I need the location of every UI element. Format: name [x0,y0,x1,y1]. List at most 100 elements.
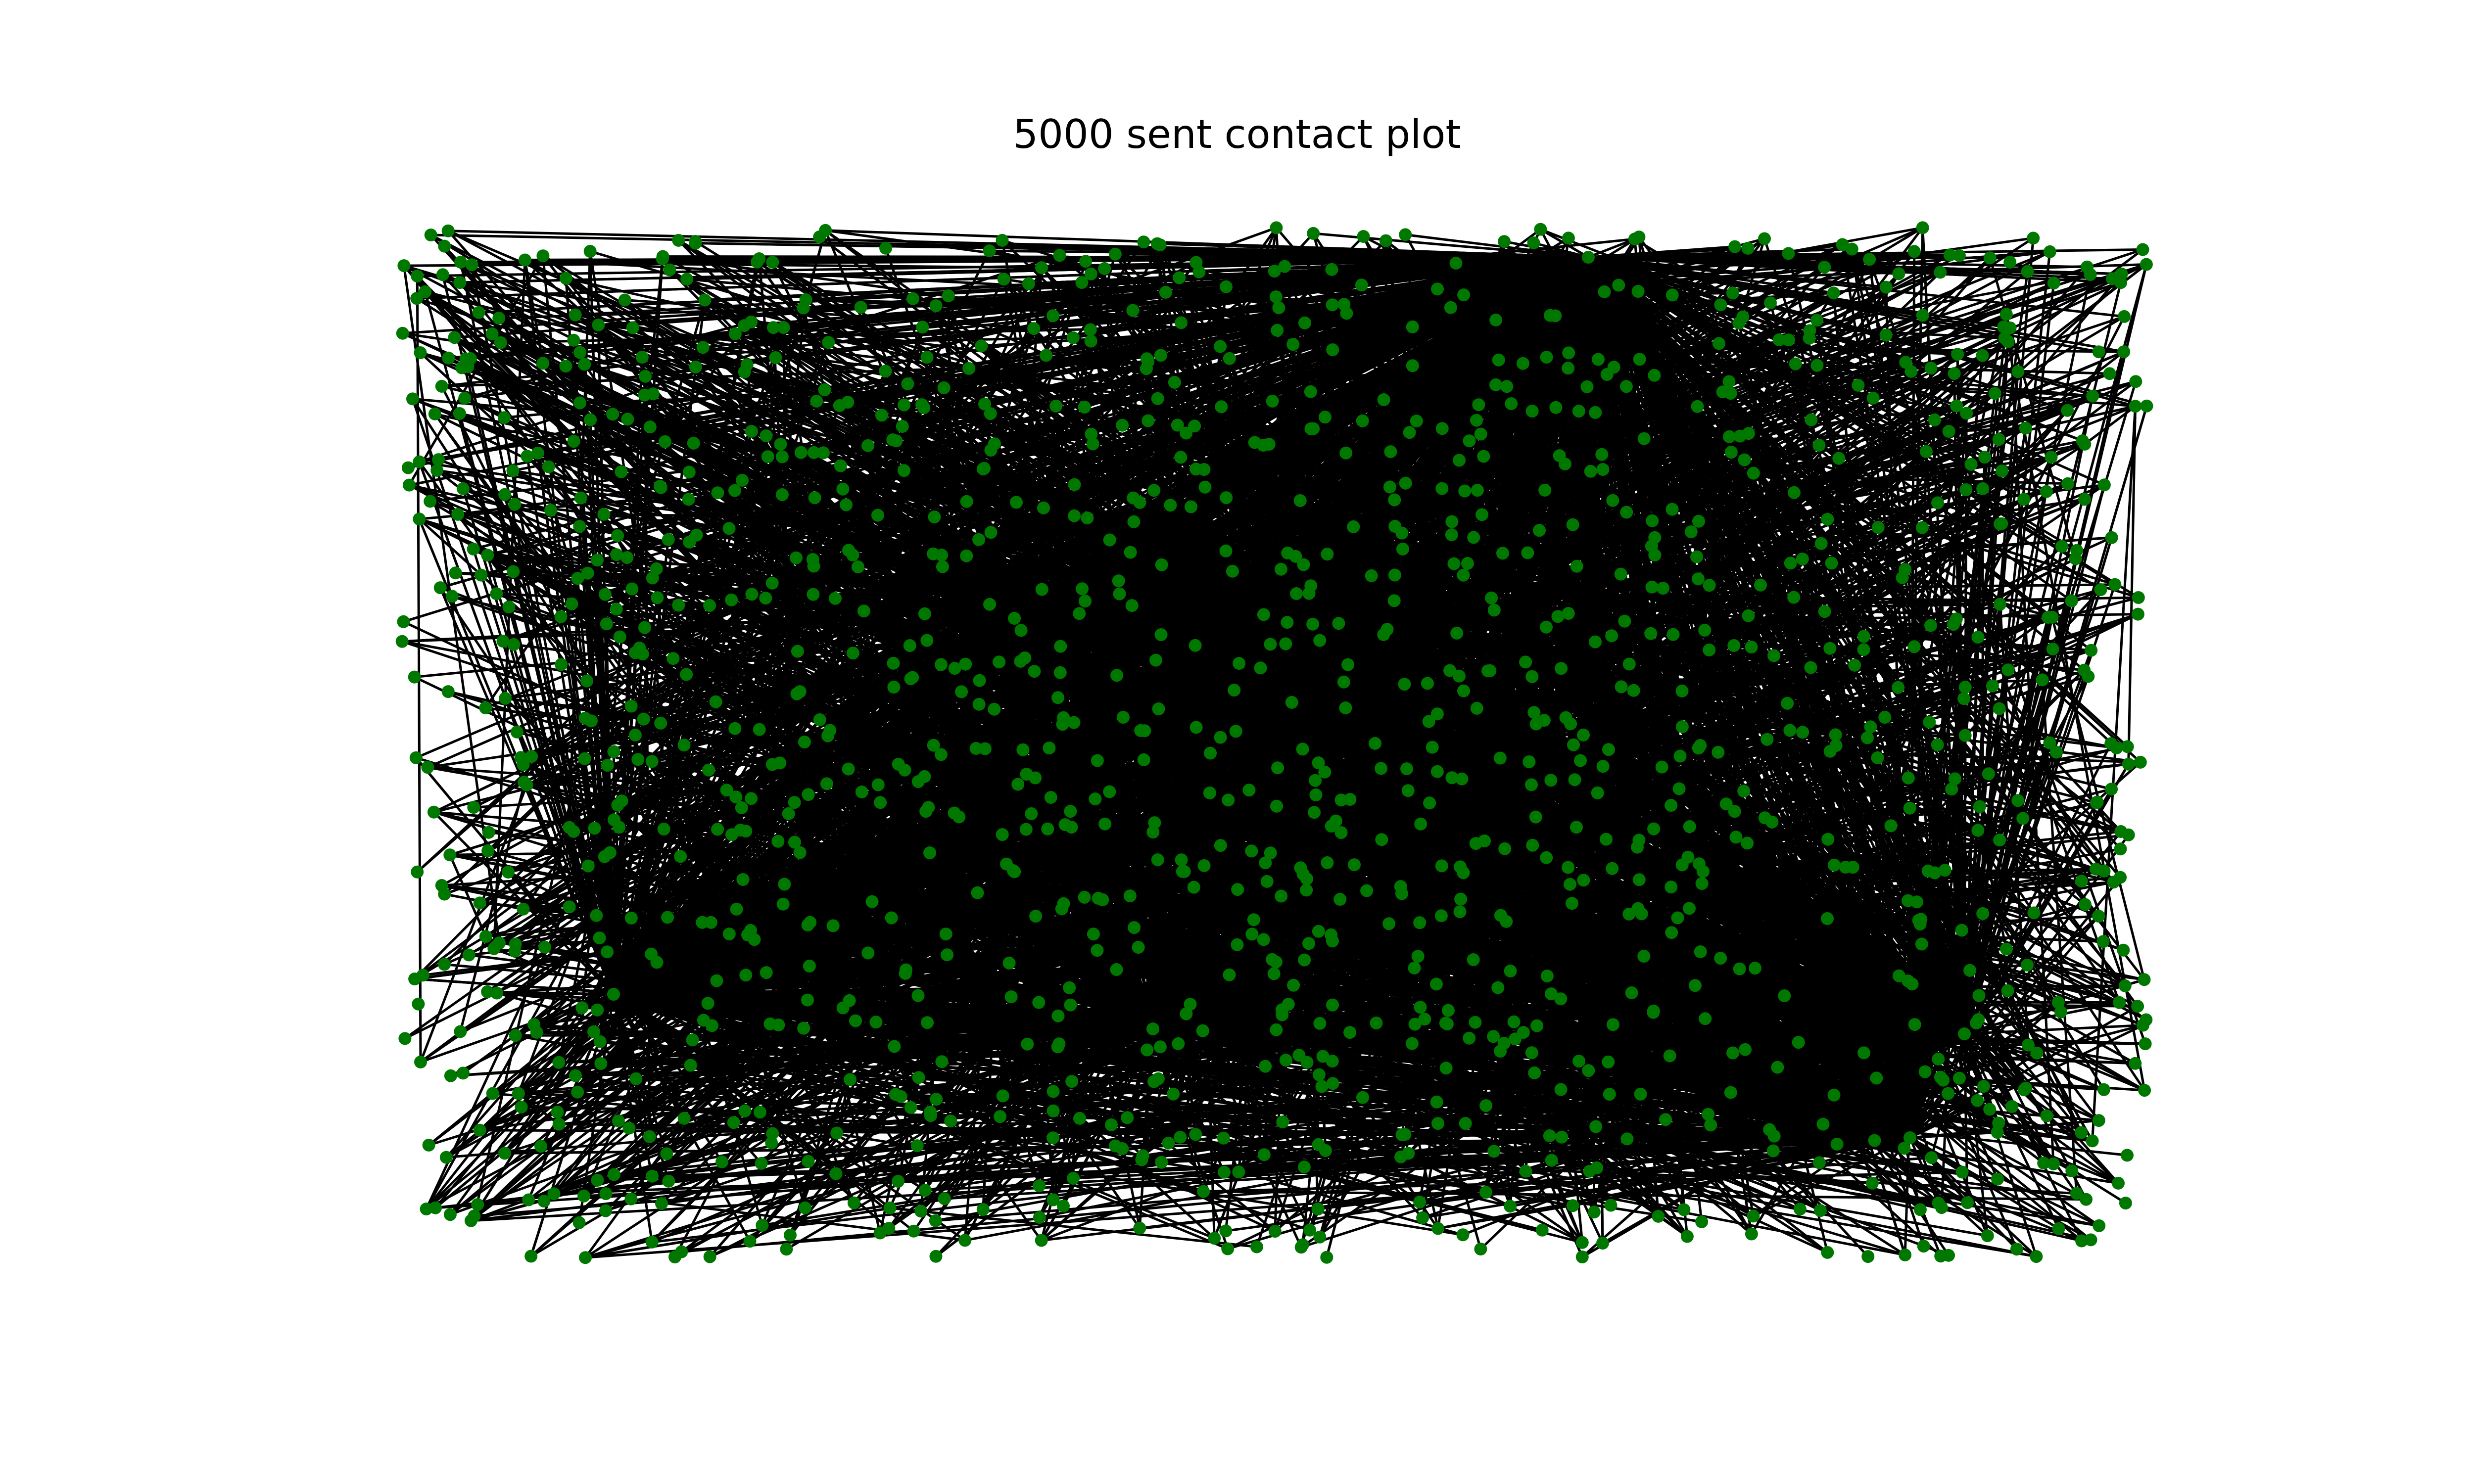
graph-edge [890,1206,1257,1248]
graph-edge [1909,1119,2099,1139]
graph-edge [1404,1032,1965,1136]
graph-edge [473,548,1821,1212]
graph-edge [1528,761,1998,1180]
graph-edge [1090,328,1965,1035]
graph-edge [635,734,1965,1035]
graph-edge [606,765,615,995]
graph-edge [1295,380,1730,595]
graph-edge [1964,1024,2143,1035]
graph-edge [459,256,1589,1033]
graph-edge [1170,256,1589,507]
graph-edge [1743,459,1966,1034]
graph-edge [1963,406,2148,1034]
graph-edge [978,405,1957,541]
graph-edge [1127,1032,1965,1119]
graph-edge [414,977,1153,1030]
graph-edge [597,1136,1910,1182]
graph-edge [2127,406,2137,764]
graph-edge [498,317,1154,1030]
graph-edge [1480,257,1590,515]
graph-edge [811,558,1424,1219]
graph-edge [613,661,1000,995]
graph-edge [942,1027,1153,1063]
graph-edge [579,256,1589,354]
graph-edge [1354,863,1965,1035]
graph-edge [1014,470,1591,620]
graph-edge [1484,839,1704,873]
graph-edge [1321,986,1499,1088]
graph-edge [598,617,1015,939]
graph-edge [1405,233,1589,259]
graph-edge [612,456,769,995]
graph-edge [559,1027,1153,1064]
graph-edge [592,993,615,1032]
graph-edge [999,1115,1116,1147]
graph-edge [613,793,1317,996]
graph-edge [1151,521,1453,1030]
graph-edge [1909,1001,2059,1139]
graph-edge [1295,307,1452,595]
graph-edge [1301,490,1466,750]
graph-edge [463,487,1854,869]
graph-edge [419,461,1964,700]
graph-edge [1587,256,2035,914]
graph-edge [613,993,837,1175]
graph-edge [612,994,651,1137]
graph-edge [1034,250,2050,330]
graph-edge [465,359,615,995]
graph-edge [1484,613,2139,842]
graph-edge [1073,514,1911,1139]
graph-edge [1428,257,1590,803]
graph-edge [566,256,1589,368]
graph-edge [1963,1033,2038,1257]
graph-edge [1014,483,2105,620]
graph-edge [428,993,615,1146]
graph-edge [777,840,1965,1035]
graph-edge [918,1076,1910,1139]
graph-edge [613,993,1363,1099]
graph-edge [789,256,1589,1236]
graph-edge [1053,1090,1905,1256]
graph-edge [929,759,1098,854]
graph-edge [1964,1032,2104,1091]
graph-edge [663,255,1333,351]
graph-edge [447,230,1297,595]
graph-edge [839,404,1297,595]
graph-edge [612,278,1005,995]
graph-edge [458,413,615,995]
graph-edge [731,256,1589,836]
graph-edge [898,664,1855,766]
graph-edge [711,921,1965,1035]
graph-edge [1003,278,1569,370]
graph-edge [568,251,592,828]
graph-edge [816,400,1965,1035]
graph-edge [1963,617,2053,1034]
graph-edge [1152,558,1804,1030]
graph-edge [1225,550,1297,595]
graph-edge [1152,1027,1561,1091]
graph-edge [1493,257,1590,611]
graph-edge [1013,243,1843,620]
graph-edge [999,1027,1154,1118]
graph-edge [1237,543,1822,1173]
graph-edge [1588,256,2124,353]
graph-edge [878,784,1485,842]
graph-edge [1332,349,1926,1073]
graph-edge [1522,257,1590,1033]
graph-edge [1587,256,1923,529]
graph-edge [726,256,1589,791]
graph-edge [1572,1032,1965,1207]
graph-edge [1146,362,1154,1029]
graph-edge [1151,344,1294,1029]
graph-edge [612,342,830,995]
graph-edge [471,1027,1153,1222]
graph-edge [1963,915,2099,1035]
graph-edge [744,371,1652,548]
graph-edge [1504,240,1589,259]
graph-edge [875,1021,903,1097]
graph-edge [634,593,753,736]
graph-edge [1588,256,1906,364]
graph-edge [434,993,615,1209]
graph-edge [479,435,1730,1131]
graph-edge [416,276,422,1062]
